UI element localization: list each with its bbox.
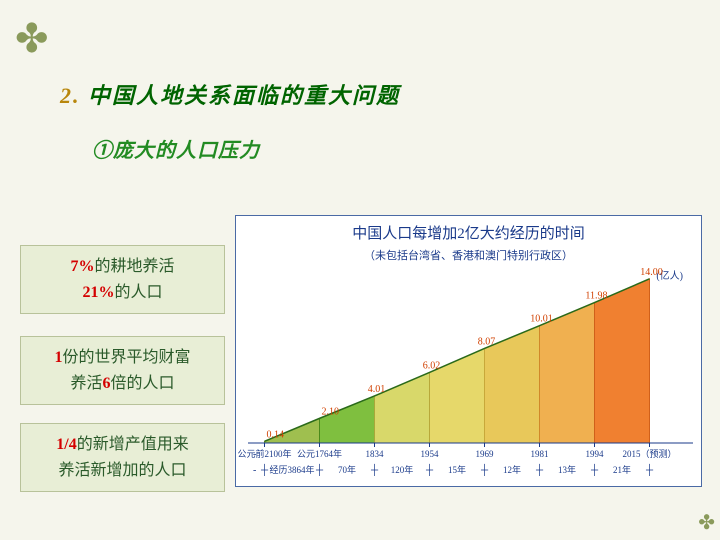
svg-text:4.01: 4.01 [368, 384, 386, 395]
subsection-heading: ①庞大的人口压力 [92, 134, 260, 163]
svg-text:14.00: 14.00 [640, 267, 663, 278]
svg-text:70年: 70年 [338, 464, 356, 475]
svg-text:1994: 1994 [586, 449, 605, 459]
svg-text:120年: 120年 [391, 464, 414, 475]
svg-text:8.07: 8.07 [478, 336, 496, 347]
svg-text:公元前2100年: 公元前2100年 [237, 448, 291, 459]
svg-text:-: - [253, 465, 256, 476]
svg-text:┼: ┼ [425, 463, 434, 477]
svg-text:┼: ┼ [480, 463, 489, 477]
svg-text:11.98: 11.98 [585, 291, 607, 302]
ornament-top-left: ✤ [15, 15, 49, 62]
chart-subtitle: （未包括台湾省、香港和澳门特别行政区） [236, 247, 701, 263]
svg-text:-: - [253, 449, 256, 460]
svg-text:┼: ┼ [590, 463, 599, 477]
svg-text:经历3864年: 经历3864年 [269, 464, 314, 475]
svg-text:10.01: 10.01 [530, 314, 553, 325]
section-heading: 2. 中国人地关系面临的重大问题 [60, 78, 400, 110]
svg-text:21年: 21年 [613, 464, 631, 475]
fact-box-2: 1份的世界平均财富养活6倍的人口 [20, 336, 225, 405]
svg-text:1834: 1834 [366, 449, 385, 459]
svg-text:┼: ┼ [315, 463, 324, 477]
population-chart: 中国人口每增加2亿大约经历的时间 （未包括台湾省、香港和澳门特别行政区） (亿人… [235, 215, 702, 487]
svg-text:公元1764年: 公元1764年 [297, 448, 342, 459]
fact-box-1: 7%的耕地养活21%的人口 [20, 245, 225, 314]
svg-text:┼: ┼ [535, 463, 544, 477]
fact-box-3: 1/4的新增产值用来养活新增加的人口 [20, 423, 225, 492]
svg-text:6.02: 6.02 [423, 360, 441, 371]
svg-text:┼: ┼ [645, 463, 654, 477]
section-number: 2. [60, 83, 81, 108]
ornament-bottom-right: ✤ [698, 510, 715, 535]
svg-text:12年: 12年 [503, 464, 521, 475]
svg-text:15年: 15年 [448, 464, 466, 475]
svg-text:┼: ┼ [370, 463, 379, 477]
svg-text:┼: ┼ [260, 463, 269, 477]
svg-text:1981: 1981 [531, 449, 549, 459]
chart-svg: (亿人)0.14公元前2100年┼2.10公元1764年┼经历3864年4.01… [236, 263, 701, 483]
svg-text:0.14: 0.14 [267, 429, 285, 440]
svg-text:1954: 1954 [421, 449, 440, 459]
svg-text:2015（预测）: 2015（预测） [622, 449, 676, 459]
section-title: 中国人地关系面临的重大问题 [88, 83, 400, 108]
svg-text:1969: 1969 [476, 449, 495, 459]
chart-title: 中国人口每增加2亿大约经历的时间 [236, 222, 701, 243]
svg-text:13年: 13年 [558, 464, 576, 475]
svg-text:2.10: 2.10 [322, 406, 340, 417]
